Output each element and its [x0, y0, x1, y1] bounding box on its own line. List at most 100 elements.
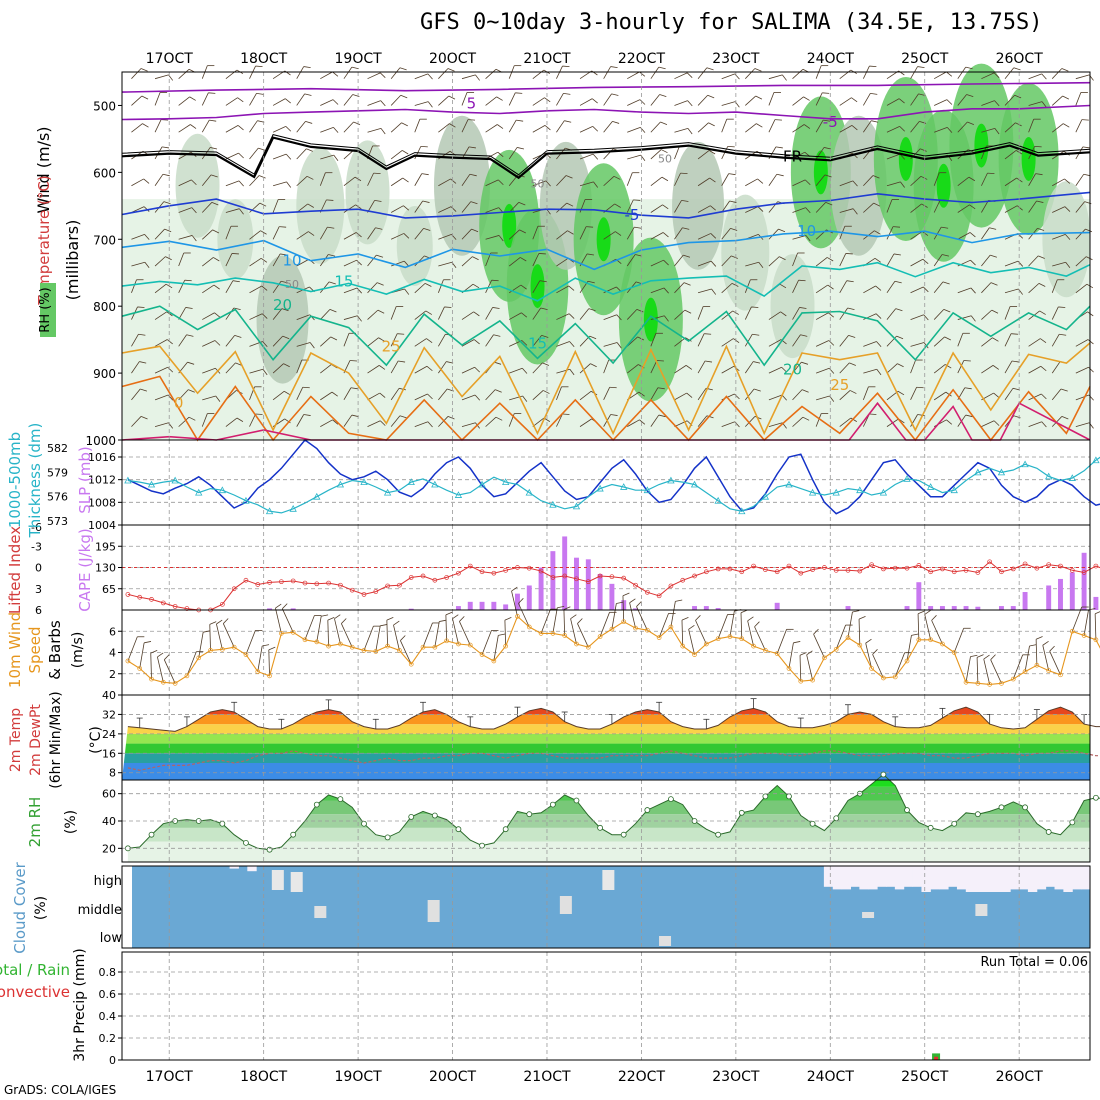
wind-barb	[272, 199, 279, 213]
li-marker	[597, 573, 603, 579]
wind-barb-flag	[380, 100, 386, 107]
wind-marker	[1010, 676, 1016, 682]
wind-barb	[131, 279, 137, 293]
wind-barb-flag	[686, 72, 693, 79]
wind-barb-flag	[307, 203, 314, 208]
wind-barb	[556, 175, 567, 187]
li-marker	[574, 576, 579, 582]
wind-panel: 246	[109, 586, 1100, 696]
wind-barb-flag	[216, 619, 223, 625]
wind-barb-flag	[1060, 388, 1068, 392]
wind-barb	[438, 306, 445, 320]
wind-barb-flag	[1061, 416, 1069, 420]
wind-barb	[202, 312, 215, 320]
thickness-marker	[1092, 456, 1100, 464]
slp-line	[127, 438, 1100, 515]
wind-barb	[744, 334, 753, 347]
wind-barb-flag	[731, 283, 739, 287]
wind-barb-flag	[1065, 234, 1071, 240]
wind-barb-flag	[375, 227, 383, 230]
wind-barb-flag	[493, 334, 501, 337]
wind-barb-flag	[1082, 146, 1090, 149]
wind-marker	[125, 658, 131, 664]
wind-barb-flag	[538, 253, 546, 255]
li-marker	[1034, 565, 1040, 571]
wind-barb-flag	[781, 394, 787, 401]
wind-barb-flag	[328, 254, 336, 257]
wind-barb-flag	[592, 153, 599, 160]
cloud-high-clear	[1001, 866, 1011, 892]
wind-barb	[178, 207, 192, 213]
wind-barb	[910, 231, 923, 240]
rh-cell	[672, 141, 725, 270]
y-tick-label: 600	[93, 166, 116, 180]
wind-barb	[296, 93, 305, 106]
wind-barb-flag	[825, 201, 833, 206]
wind-barb	[839, 307, 848, 320]
y-tick-label: 1016	[88, 451, 116, 464]
wind-barb	[201, 119, 210, 133]
y-tick-label: 0	[109, 1054, 116, 1067]
wind-barb	[886, 308, 897, 320]
wind-barb-flag	[373, 172, 381, 175]
wind-barb-flag	[1040, 365, 1047, 372]
wind-barb-flag	[802, 416, 810, 421]
wind-barb-flag	[636, 601, 642, 607]
wind-barb	[886, 281, 896, 294]
cloud-high-clear	[921, 866, 931, 892]
y-tick-label: 579	[47, 466, 68, 479]
thickness-marker	[313, 492, 321, 500]
wind-barb	[461, 119, 469, 133]
x-tick-label-bottom: 23OCT	[712, 1069, 760, 1085]
cloud-high-clear	[992, 866, 1002, 892]
wind-barb	[745, 123, 757, 133]
wind-barb-flag	[1061, 68, 1069, 72]
wind-barb-flag	[873, 202, 881, 207]
wind-barb-flag	[803, 124, 811, 129]
wind-marker	[219, 646, 225, 652]
wind-barb-flag	[223, 618, 229, 624]
thickness-marker	[643, 486, 651, 494]
wind-barb-flag	[911, 633, 919, 636]
cloud-clear-patch	[427, 900, 440, 922]
wind-barb-flag	[353, 121, 361, 126]
wind-barb-flag	[965, 414, 973, 418]
thickness-marker	[690, 480, 699, 488]
cloud-clear-patch	[975, 904, 988, 916]
thickness-marker	[926, 483, 935, 490]
wind-barb-flag	[918, 93, 926, 96]
wind-barb	[744, 279, 751, 293]
wind-barb-flag	[586, 253, 595, 256]
wind-barb	[674, 392, 687, 401]
label-thick2: Thickness (dm)	[26, 423, 44, 539]
cloud-high-clear	[247, 866, 257, 872]
wind-barb	[131, 68, 142, 79]
li-marker	[680, 577, 686, 583]
wind-barb-flag	[637, 336, 645, 341]
wind-barb	[792, 334, 801, 347]
rh-marker	[927, 824, 934, 831]
wind-barb	[658, 613, 669, 638]
wind-barb	[886, 153, 901, 160]
wind-barb-flag	[1035, 173, 1043, 176]
wind-barb-flag	[378, 337, 385, 342]
wind-barb	[225, 307, 235, 320]
rh-marker	[644, 807, 651, 813]
wind-marker	[172, 680, 178, 686]
wind-barb	[579, 181, 594, 187]
label-cloud-units: (%)	[33, 896, 49, 920]
rh-marker	[951, 820, 958, 827]
x-tick-label-top: 19OCT	[335, 51, 383, 67]
wind-barb-flag	[459, 616, 465, 622]
wind-marker	[538, 631, 544, 636]
cloud-high-clear	[939, 866, 949, 890]
wind-barb	[485, 307, 493, 320]
wind-barb-flag	[427, 393, 433, 400]
wind-barb-flag	[376, 254, 384, 258]
rh-cell	[175, 133, 220, 238]
wind-barb-flag	[758, 261, 764, 269]
wind-barb	[577, 623, 589, 648]
wind-barb	[343, 121, 354, 133]
wind-barb-flag	[1012, 387, 1020, 391]
